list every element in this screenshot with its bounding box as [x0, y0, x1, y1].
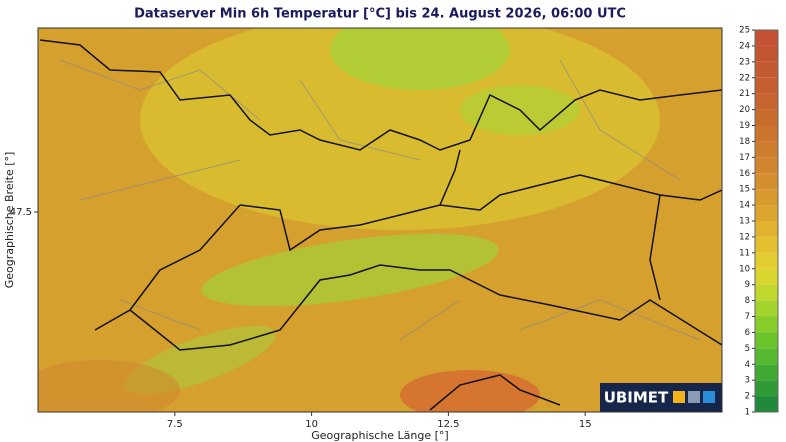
colorbar-tick-label: 25 — [739, 26, 750, 36]
colorbar-segment — [755, 205, 778, 221]
colorbar-tick-label: 7 — [745, 312, 750, 322]
y-axis-label: Geographische Breite [°] — [3, 152, 16, 289]
colorbar-segment — [755, 396, 778, 412]
colorbar-tick-label: 23 — [739, 57, 750, 67]
country-border — [429, 374, 561, 411]
colorbar-tick-label: 21 — [739, 89, 750, 99]
logo: UBIMET — [604, 389, 669, 407]
colorbar-segment — [755, 109, 778, 126]
colorbar-tick-label: 9 — [745, 280, 750, 290]
cool-area — [330, 28, 510, 90]
colorbar-segment — [755, 157, 778, 174]
colorbar-segment — [755, 173, 778, 190]
x-tick-label: 7.5 — [167, 419, 183, 430]
warm-area — [400, 370, 540, 412]
cool-area — [140, 28, 660, 230]
colorbar-tick-label: 16 — [739, 169, 750, 179]
title: Dataserver Min 6h Temperatur [°C] bis 24… — [134, 7, 626, 22]
colorbar-tick-label: 15 — [739, 185, 750, 195]
warm-area — [38, 360, 180, 412]
country-border — [239, 174, 722, 252]
x-tick-label: 10 — [305, 419, 318, 430]
colorbar-segment — [755, 268, 778, 285]
colorbar-segment — [755, 30, 778, 46]
colorbar-segment — [755, 45, 778, 62]
colorbar-segment — [755, 189, 778, 206]
plot-frame — [37, 27, 723, 413]
colorbar-tick-label: 3 — [745, 376, 750, 386]
alps — [201, 233, 499, 307]
logo-icon — [703, 391, 715, 403]
colorbar-segment — [755, 316, 778, 333]
country-border — [39, 39, 722, 151]
x-axis-label: Geographische Länge [°] — [311, 429, 448, 442]
colorbar-tick-label: 22 — [739, 73, 750, 83]
logo-icon — [688, 391, 700, 403]
x-tick-label: 15 — [579, 419, 592, 430]
colorbar-tick-label: 1 — [745, 408, 750, 418]
colorbar-tick-label: 13 — [739, 217, 750, 227]
logo-icon — [673, 391, 685, 403]
colorbar-segment — [755, 93, 778, 110]
colorbar-tick-label: 11 — [739, 248, 750, 258]
colorbar-segment — [755, 61, 778, 78]
colorbar-segment — [755, 236, 778, 253]
y-tick-label: 47.5 — [10, 207, 32, 218]
colorbar-segment — [755, 348, 778, 365]
colorbar-segment — [755, 77, 778, 94]
colorbar-tick-label: 8 — [745, 296, 750, 306]
region-border — [59, 59, 701, 341]
colorbar-segment — [755, 284, 778, 301]
colorbar-segment — [755, 380, 778, 397]
colorbar-segment — [755, 332, 778, 349]
colorbar-tick-label: 18 — [739, 137, 750, 147]
colorbar-tick-label: 2 — [745, 392, 750, 402]
colorbar-segment — [755, 141, 778, 158]
colorbar-segment — [755, 221, 778, 237]
colorbar-tick-label: 10 — [739, 264, 750, 274]
colorbar-tick-label: 20 — [739, 105, 750, 115]
colorbar-tick-label: 17 — [739, 153, 750, 163]
x-tick-label: 12.5 — [437, 419, 459, 430]
colorbar-tick-label: 12 — [739, 232, 750, 242]
colorbar-segment — [755, 364, 778, 381]
map-area: UBIMET — [38, 28, 722, 412]
colorbar-tick-label: 6 — [745, 328, 750, 338]
colorbar-tick-label: 14 — [739, 201, 750, 211]
colorbar-segment — [755, 252, 778, 269]
colorbar-tick-label: 24 — [739, 41, 750, 51]
logo-box — [600, 383, 722, 412]
country-border — [439, 149, 661, 301]
colorbar-tick-label: 4 — [745, 360, 750, 370]
colorbar-tick-label: 5 — [745, 344, 750, 354]
colorbar-segment — [755, 125, 778, 142]
colorbar-tick-label: 19 — [739, 121, 750, 131]
country-border — [94, 204, 722, 351]
colorbar-segment — [755, 300, 778, 317]
